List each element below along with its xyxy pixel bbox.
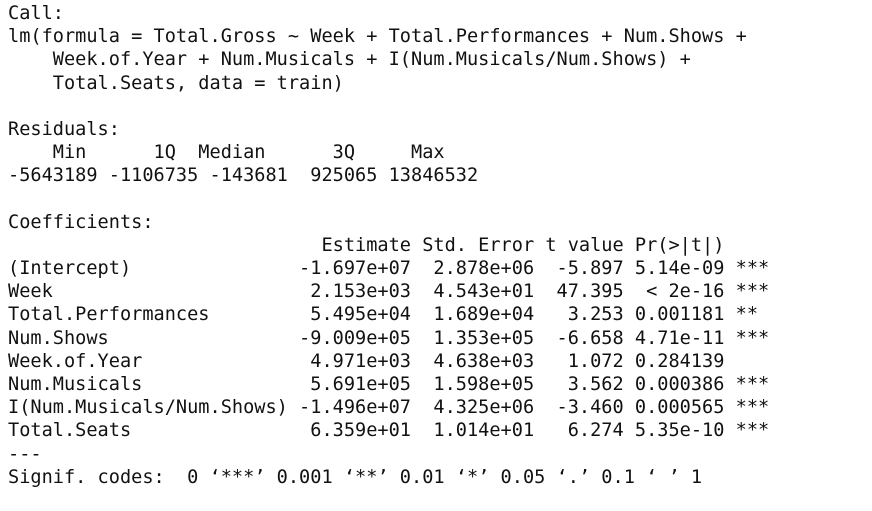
call-header: Call: xyxy=(8,3,64,24)
signif-codes-line: Signif. codes: 0 ‘***’ 0.001 ‘**’ 0.01 ‘… xyxy=(8,466,703,488)
coefficient-row: I(Num.Musicals/Num.Shows) -1.496e+07 4.3… xyxy=(8,397,770,419)
coefficient-row: Num.Shows -9.009e+05 1.353e+05 -6.658 4.… xyxy=(8,327,770,349)
blank-line xyxy=(8,95,868,118)
coefficient-row: Total.Seats 6.359e+01 1.014e+01 6.274 5.… xyxy=(8,420,770,442)
coefficient-row: (Intercept) -1.697e+07 2.878e+06 -5.897 … xyxy=(8,258,770,280)
call-line-2: Week.of.Year + Num.Musicals + I(Num.Musi… xyxy=(8,49,691,71)
coefficients-header: Coefficients: xyxy=(8,211,154,233)
residuals-labels: Min 1Q Median 3Q Max xyxy=(8,142,456,164)
coefficient-row: Week.of.Year 4.971e+03 4.638e+03 1.072 0… xyxy=(8,350,770,372)
residuals-values: -5643189 -1106735 -143681 925065 1384653… xyxy=(8,165,490,187)
coefficients-column-header: Estimate Std. Error t value Pr(>|t|) xyxy=(8,234,770,256)
r-console-output: Call: lm(formula = Total.Gross ~ Week + … xyxy=(8,2,868,507)
blank-line xyxy=(8,188,868,211)
separator-line: --- xyxy=(8,443,42,465)
coefficient-row: Num.Musicals 5.691e+05 1.598e+05 3.562 0… xyxy=(8,374,770,395)
call-line-1: lm(formula = Total.Gross ~ Week + Total.… xyxy=(8,26,747,48)
coefficient-row: Total.Performances 5.495e+04 1.689e+04 3… xyxy=(8,304,770,326)
call-line-3: Total.Seats, data = train) xyxy=(8,72,344,94)
residuals-header: Residuals: xyxy=(8,118,120,140)
coefficient-row: Week 2.153e+03 4.543e+01 47.395 < 2e-16 … xyxy=(8,281,770,303)
